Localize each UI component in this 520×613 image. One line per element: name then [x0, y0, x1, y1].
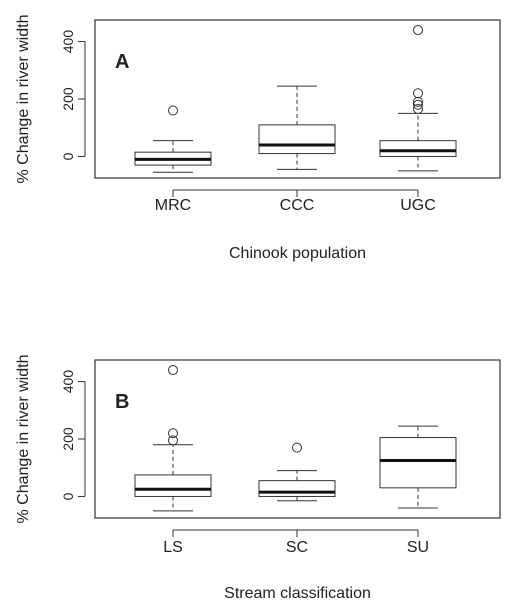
box-mrc: [134, 105, 212, 173]
y-axis-title: % Change in river width: [15, 355, 32, 524]
outlier-point: [168, 105, 178, 116]
box-ugc: [379, 25, 457, 172]
plot-frame: [94, 359, 501, 519]
outlier-point: [413, 104, 423, 115]
panel-label: A: [115, 51, 129, 73]
box-ls: [134, 365, 212, 512]
category-label: UGC: [400, 197, 436, 214]
x-axis-title: Chinook population: [229, 245, 366, 262]
panel-b: B 0 200 400 % Change in river width LS SC SU Str…: [15, 355, 501, 602]
iqr-box: [258, 480, 336, 497]
outlier-point: [168, 365, 178, 376]
y-tick-label: 200: [60, 87, 76, 111]
y-tick-label: 200: [60, 427, 76, 451]
panel-label: B: [115, 391, 129, 413]
y-tick-label: 0: [60, 152, 76, 160]
y-tick-label: 400: [60, 370, 76, 394]
iqr-box: [379, 140, 457, 157]
outlier-point: [413, 88, 423, 99]
y-tick-label: 0: [60, 492, 76, 500]
y-axis-title: % Change in river width: [15, 15, 32, 184]
category-label: SU: [407, 539, 429, 556]
category-label: LS: [163, 539, 183, 556]
category-label: CCC: [280, 197, 315, 214]
iqr-box: [134, 474, 212, 497]
outlier-point: [168, 435, 178, 446]
outlier-point: [168, 428, 178, 439]
plot-frame: [94, 19, 501, 179]
box-su: [379, 425, 457, 509]
outlier-point: [292, 442, 302, 453]
box-sc: [258, 442, 336, 502]
panel-a: A 0 200 400 % Change in river width MRC CCC UGC…: [15, 15, 501, 262]
box-ccc: [258, 85, 336, 170]
category-label: MRC: [155, 197, 191, 214]
category-label: SC: [286, 539, 308, 556]
y-tick-label: 400: [60, 30, 76, 54]
outlier-point: [413, 25, 423, 36]
outlier-point: [413, 99, 423, 110]
iqr-box: [379, 437, 457, 489]
x-axis-title: Stream classification: [224, 585, 371, 602]
iqr-box: [258, 124, 336, 155]
